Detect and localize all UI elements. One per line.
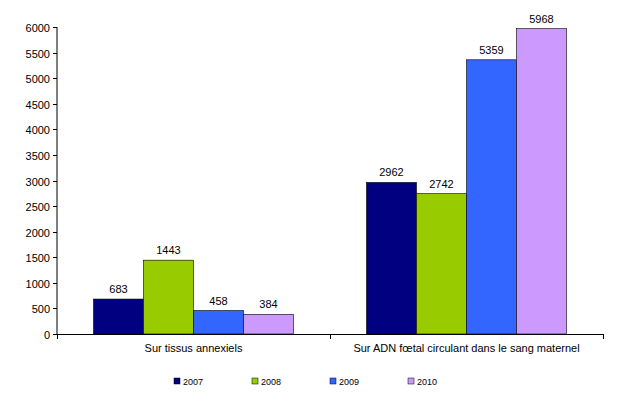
y-tick-label: 5000 xyxy=(26,73,50,85)
y-tick-label: 3500 xyxy=(26,150,50,162)
legend-swatch xyxy=(252,378,258,384)
x-axis: Sur tissus annexiels Sur ADN fœtal circul… xyxy=(57,334,604,354)
y-axis: 0 500 1000 1500 2000 2500 3000 3500 4000 4500 5000… xyxy=(26,22,57,341)
y-tick-label: 1000 xyxy=(26,278,50,290)
data-label: 5359 xyxy=(479,44,503,56)
bar xyxy=(517,29,567,334)
x-tick-label: Sur ADN fœtal circulant dans le sang mat… xyxy=(353,342,579,354)
chart-container: 0 500 1000 1500 2000 2500 3000 3500 4000 4500 5000… xyxy=(0,0,620,403)
y-tick-label: 4000 xyxy=(26,124,50,136)
y-tick-label: 2000 xyxy=(26,227,50,239)
y-tick-label: 0 xyxy=(44,329,50,341)
y-tick-label: 5500 xyxy=(26,48,50,60)
y-tick xyxy=(53,104,57,105)
bar xyxy=(467,60,517,334)
y-tick-label: 6000 xyxy=(26,22,50,34)
y-tick-label: 500 xyxy=(32,303,50,315)
y-tick xyxy=(53,206,57,207)
y-tick xyxy=(53,155,57,156)
bar xyxy=(244,314,294,334)
x-tick xyxy=(603,334,604,339)
y-tick xyxy=(53,27,57,28)
y-tick xyxy=(53,283,57,284)
legend-label: 2008 xyxy=(261,377,281,387)
data-labels: 683 2962 1443 2742 458 5359 384 5968 xyxy=(109,13,553,311)
data-label: 5968 xyxy=(529,13,553,25)
bar xyxy=(367,182,417,334)
legend-swatch xyxy=(408,378,414,384)
chart-svg: 0 500 1000 1500 2000 2500 3000 3500 4000 4500 5000… xyxy=(0,0,620,403)
legend-label: 2010 xyxy=(417,377,437,387)
bars xyxy=(94,29,567,334)
data-label: 1443 xyxy=(156,244,180,256)
y-tick xyxy=(53,181,57,182)
legend-label: 2007 xyxy=(183,377,203,387)
bar xyxy=(194,311,244,334)
data-label: 2742 xyxy=(429,178,453,190)
legend-swatch xyxy=(330,378,336,384)
y-tick xyxy=(53,129,57,130)
y-tick-label: 3000 xyxy=(26,176,50,188)
legend: 2007 2008 2009 2010 xyxy=(174,377,437,387)
y-tick xyxy=(53,334,57,335)
bar xyxy=(94,299,144,334)
bar xyxy=(417,194,467,334)
y-tick-label: 4500 xyxy=(26,99,50,111)
legend-label: 2009 xyxy=(339,377,359,387)
x-tick xyxy=(330,334,331,339)
y-axis-line xyxy=(57,27,58,334)
data-label: 683 xyxy=(109,283,127,295)
x-tick-label: Sur tissus annexiels xyxy=(145,342,243,354)
y-tick-label: 2500 xyxy=(26,201,50,213)
legend-swatch xyxy=(174,378,180,384)
y-tick xyxy=(53,308,57,309)
y-tick xyxy=(53,53,57,54)
y-tick xyxy=(53,78,57,79)
bar xyxy=(144,260,194,334)
x-tick xyxy=(57,334,58,339)
data-label: 2962 xyxy=(379,166,403,178)
y-tick xyxy=(53,257,57,258)
y-tick-label: 1500 xyxy=(26,252,50,264)
data-label: 458 xyxy=(209,295,227,307)
y-tick xyxy=(53,232,57,233)
data-label: 384 xyxy=(259,298,277,310)
